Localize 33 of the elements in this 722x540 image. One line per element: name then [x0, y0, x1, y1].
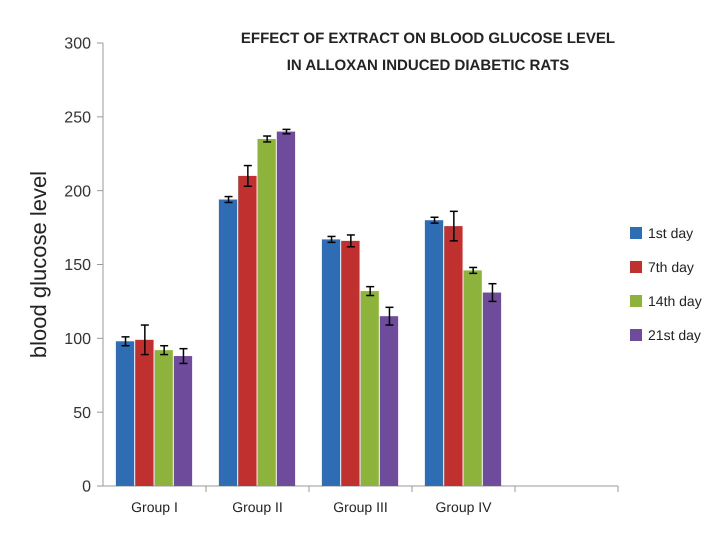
legend-label: 1st day [648, 224, 694, 241]
bar [322, 239, 340, 486]
bar [135, 340, 154, 486]
bar [174, 356, 192, 486]
bar [360, 291, 379, 486]
bar [258, 138, 276, 486]
bar [424, 220, 444, 486]
y-tick-label: 50 [73, 404, 92, 422]
bar [276, 132, 296, 486]
y-axis-title: blood glucose level [26, 170, 51, 358]
y-tick-label: 250 [64, 109, 92, 126]
bar [116, 341, 134, 486]
y-tick-label: 200 [64, 183, 92, 200]
y-tick-label: 0 [82, 478, 92, 496]
y-tick-label: 100 [64, 330, 92, 348]
bar [238, 176, 256, 486]
x-tick-label: Group I [131, 499, 178, 515]
bar [218, 200, 238, 486]
x-tick-label: Group II [232, 499, 283, 515]
bar [154, 350, 173, 486]
bar [444, 226, 462, 486]
bar [464, 270, 482, 486]
y-tick-label: 150 [64, 257, 92, 274]
legend-label: 21st day [648, 326, 701, 343]
bar [380, 316, 398, 486]
x-tick-label: Group IV [435, 499, 492, 515]
bar [482, 292, 502, 486]
y-tick-label: 300 [64, 36, 92, 53]
chart-title: EFFECT OF EXTRACT ON BLOOD GLUCOSE LEVEL IN ALLOXAN INDUCED DIABETIC RATS [240, 30, 616, 74]
legend-label: 7th day [648, 258, 694, 275]
bar [341, 240, 360, 486]
legend-label: 14th day [648, 292, 702, 309]
x-tick-label: Group III [333, 499, 388, 515]
